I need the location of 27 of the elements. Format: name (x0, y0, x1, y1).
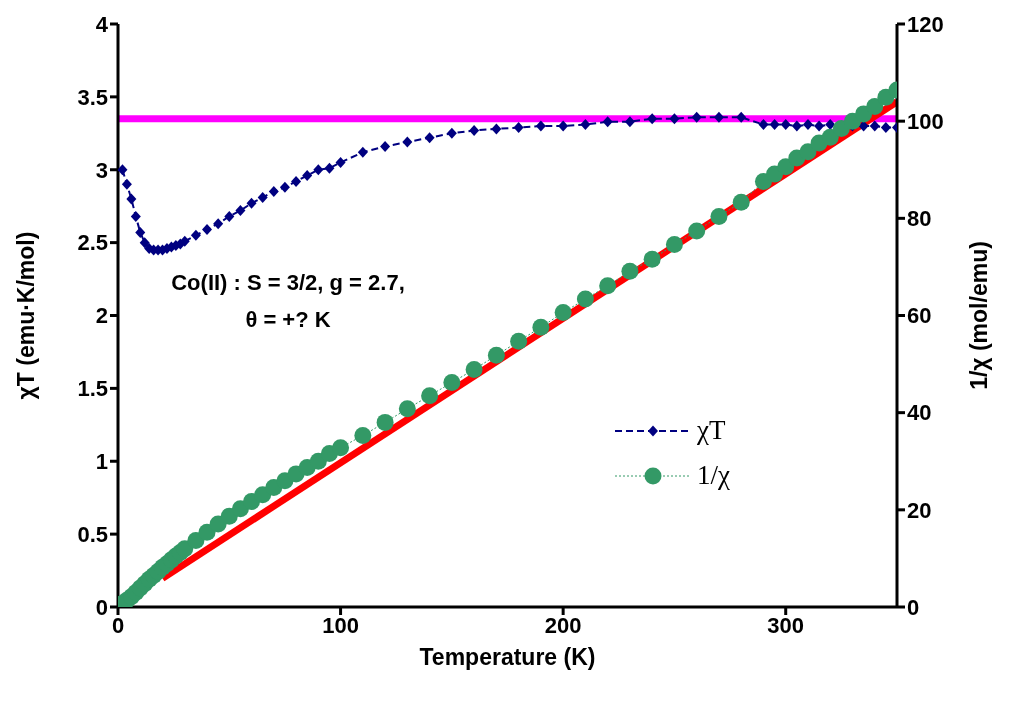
y2-tick-label: 60 (907, 303, 932, 329)
y-tick-label: 0.5 (77, 521, 108, 547)
y-tick-label: 2 (95, 303, 108, 329)
y2-tick-label: 0 (907, 594, 920, 620)
y2-tick-label: 80 (907, 206, 932, 232)
legend-label: 1/χ (697, 460, 730, 491)
x-tick-label: 200 (544, 612, 582, 638)
x-tick-label: 300 (767, 612, 805, 638)
y-tick-label: 1 (95, 449, 108, 475)
x-tick-label: 100 (322, 612, 359, 638)
annotation: Co(II) : S = 3/2, g = 2.7, (170, 270, 406, 296)
y2-tick-label: 120 (907, 11, 944, 37)
y2-tick-label: 20 (907, 497, 932, 523)
y-axis-title: χT (emu·K/mol) (13, 231, 40, 400)
legend-label: χT (697, 415, 726, 446)
y-tick-label: 2.5 (77, 230, 108, 256)
x-axis-title: Temperature (K) (419, 644, 596, 670)
y-tick-label: 3 (95, 157, 108, 183)
y-tick-label: 0 (95, 594, 108, 620)
annotation: θ = +? K (244, 307, 332, 333)
y-tick-label: 1.5 (77, 376, 108, 402)
y-tick-label: 3.5 (77, 84, 108, 110)
y-tick-label: 4 (95, 11, 109, 37)
y2-axis-title: 1/χ (mol/emu) (966, 241, 993, 390)
y2-tick-label: 40 (907, 400, 932, 426)
y2-tick-label: 100 (907, 108, 944, 134)
x-tick-label: 0 (111, 612, 125, 638)
